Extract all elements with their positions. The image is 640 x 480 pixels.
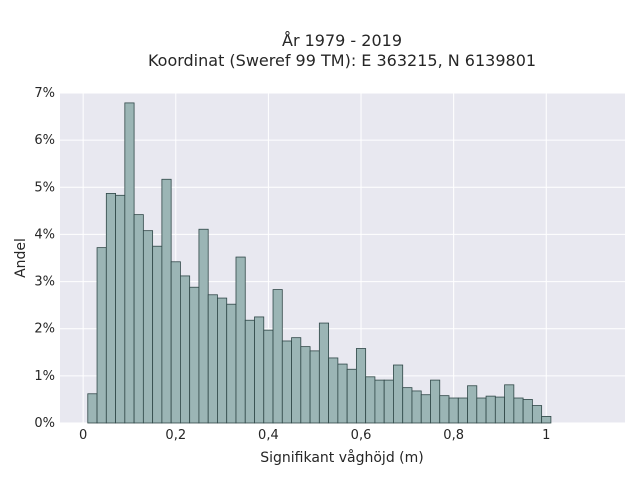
y-tick-label: 3% — [34, 275, 55, 290]
histogram-bar — [467, 385, 478, 424]
x-tick-label: 0,4 — [258, 428, 279, 443]
histogram-bar — [318, 322, 330, 424]
x-axis-label: Signifikant våghöjd (m) — [260, 449, 423, 466]
histogram-bar — [485, 395, 496, 424]
y-tick-label: 2% — [34, 322, 55, 337]
y-axis-label: Andel — [13, 238, 29, 278]
histogram-bar — [402, 387, 413, 424]
histogram-bar — [531, 405, 543, 424]
x-axis-ticks: 0 0,2 0,4 0,6 0,8 1 — [79, 428, 550, 443]
histogram-bar — [393, 364, 404, 424]
histogram-bar — [291, 337, 302, 424]
histogram-bar — [272, 289, 283, 424]
histogram-bar — [115, 194, 126, 424]
histogram-bar — [439, 395, 450, 424]
y-tick-label: 5% — [34, 180, 55, 195]
histogram-bar — [383, 379, 394, 424]
histogram-bar — [254, 316, 265, 424]
histogram-bar — [161, 178, 172, 424]
histogram-bar — [189, 286, 200, 424]
histogram-bar — [152, 245, 163, 424]
histogram-bar — [420, 394, 431, 424]
histogram-bar — [198, 228, 209, 424]
y-tick-label: 1% — [34, 369, 55, 384]
histogram-bar — [504, 384, 515, 424]
x-tick-label: 0,6 — [351, 428, 372, 443]
x-tick-label: 1 — [542, 428, 550, 443]
histogram-bar — [411, 390, 422, 424]
histogram-bar — [346, 368, 357, 424]
histogram-bar — [87, 393, 98, 424]
histogram-bar — [430, 379, 441, 424]
histogram-bar — [300, 346, 311, 424]
histogram-bar — [328, 357, 339, 424]
histogram-bar — [180, 275, 191, 424]
y-axis-ticks: 0% 1% 2% 3% 4% 5% 6% 7% — [34, 86, 55, 431]
histogram-bar — [494, 396, 505, 424]
histogram-bar — [355, 348, 367, 424]
y-tick-label: 0% — [34, 416, 55, 431]
histogram-bar — [337, 363, 348, 424]
histogram-bar — [522, 399, 533, 424]
y-tick-label: 6% — [34, 133, 55, 148]
histogram-bar — [513, 397, 524, 424]
x-tick-label: 0,2 — [165, 428, 186, 443]
histogram-bar — [541, 415, 552, 424]
bars — [87, 102, 552, 424]
histogram-bar — [374, 379, 385, 424]
histogram-bar — [105, 193, 116, 424]
histogram-bar — [170, 261, 181, 424]
chart-title-line-2: Koordinat (Sweref 99 TM): E 363215, N 61… — [148, 51, 536, 70]
histogram-bar — [96, 247, 107, 424]
histogram-bar — [124, 102, 135, 424]
histogram-bar — [217, 297, 228, 424]
histogram-bar — [448, 397, 459, 424]
histogram-bar — [263, 329, 274, 424]
x-tick-label: 0 — [79, 428, 87, 443]
x-tick-label: 0,8 — [443, 428, 464, 443]
histogram-bar — [244, 319, 255, 424]
histogram-bar — [309, 350, 320, 424]
histogram-bar — [142, 230, 154, 424]
histogram-bar — [207, 294, 218, 424]
histogram-bar — [281, 340, 292, 424]
histogram-bar — [365, 376, 376, 424]
histogram-bar — [476, 397, 487, 424]
y-tick-label: 4% — [34, 227, 55, 242]
histogram-bar — [235, 256, 246, 424]
chart-title-line-1: År 1979 - 2019 — [282, 31, 402, 50]
histogram-bar — [226, 303, 237, 424]
y-tick-label: 7% — [34, 86, 55, 101]
histogram-bar — [133, 214, 144, 424]
histogram-bar — [457, 397, 468, 424]
